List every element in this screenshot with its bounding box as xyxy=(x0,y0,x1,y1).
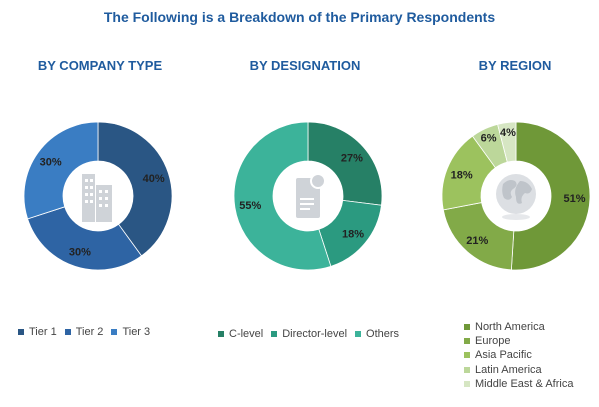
company-type-title: BY COMPANY TYPE xyxy=(37,58,163,73)
legend-label: Director-level xyxy=(282,328,348,340)
slice-label-director-level: 18% xyxy=(342,228,364,240)
legend-swatch xyxy=(18,329,24,335)
legend-label: Latin America xyxy=(475,363,542,376)
region-legend: North America Europe Asia Pacific Latin Ame… xyxy=(464,320,573,391)
slice-label-asia-pacific: 18% xyxy=(451,169,473,181)
legend-item-director-level: Director-level xyxy=(271,328,347,340)
legend-swatch xyxy=(111,329,118,335)
legend-item-tier-3: Tier 3 xyxy=(111,326,150,338)
legend-label: Tier 1 xyxy=(29,326,57,338)
legend-swatch xyxy=(355,331,362,337)
slice-label-tier-3: 30% xyxy=(40,157,62,169)
legend-label: Tier 2 xyxy=(75,326,104,338)
legend-swatch xyxy=(464,380,470,387)
legend-item-europe: Europe xyxy=(464,334,573,348)
legend-swatch xyxy=(464,324,470,331)
globe-icon xyxy=(496,174,536,220)
legend-label: Tier 3 xyxy=(122,326,151,338)
company-type-legend: Tier 1 Tier 2 Tier 3 xyxy=(18,326,158,338)
legend-item-latin-america: Latin America xyxy=(464,363,573,377)
slice-label-latin-america: 6% xyxy=(481,133,497,145)
legend-swatch xyxy=(218,331,224,337)
legend-swatch xyxy=(464,338,470,345)
region-donut: 51% 21% 18% 6% 4% xyxy=(441,121,591,271)
document-badge-icon xyxy=(296,173,326,218)
slice-label-tier-2: 30% xyxy=(69,247,91,259)
office-building-icon xyxy=(82,174,112,222)
slice-label-north-america: 51% xyxy=(563,193,585,205)
region-title: BY REGION xyxy=(478,58,552,73)
legend-swatch xyxy=(464,352,470,359)
legend-item-tier-1: Tier 1 xyxy=(18,326,57,338)
slice-label-c-level: 27% xyxy=(341,152,363,164)
legend-item-others: Others xyxy=(355,328,399,340)
legend-swatch xyxy=(64,329,71,335)
company-type-donut: 40% 30% 30% xyxy=(23,121,173,271)
legend-item-c-level: C-level xyxy=(218,328,263,340)
slice-label-tier-1: 40% xyxy=(143,173,165,185)
legend-label: Europe xyxy=(475,335,511,348)
legend-swatch xyxy=(464,366,470,373)
legend-item-middle-east-africa: Middle East & Africa xyxy=(464,377,573,391)
designation-title: BY DESIGNATION xyxy=(249,58,361,73)
legend-label: North America xyxy=(475,321,545,334)
legend-swatch xyxy=(271,331,278,337)
slice-label-middle-east-africa: 4% xyxy=(500,127,516,139)
slice-label-others: 55% xyxy=(239,200,261,212)
legend-label: Others xyxy=(366,328,400,340)
legend-item-asia-pacific: Asia Pacific xyxy=(464,348,573,362)
legend-label: C-level xyxy=(229,328,264,340)
main-title: The Following is a Breakdown of the Prim… xyxy=(103,9,496,25)
legend-item-tier-2: Tier 2 xyxy=(64,326,104,338)
legend-label: Asia Pacific xyxy=(475,349,532,362)
designation-legend: C-level Director-level Others xyxy=(218,328,407,340)
slice-label-europe: 21% xyxy=(466,235,488,247)
legend-item-north-america: North America xyxy=(464,320,573,334)
legend-label: Middle East & Africa xyxy=(475,377,574,390)
